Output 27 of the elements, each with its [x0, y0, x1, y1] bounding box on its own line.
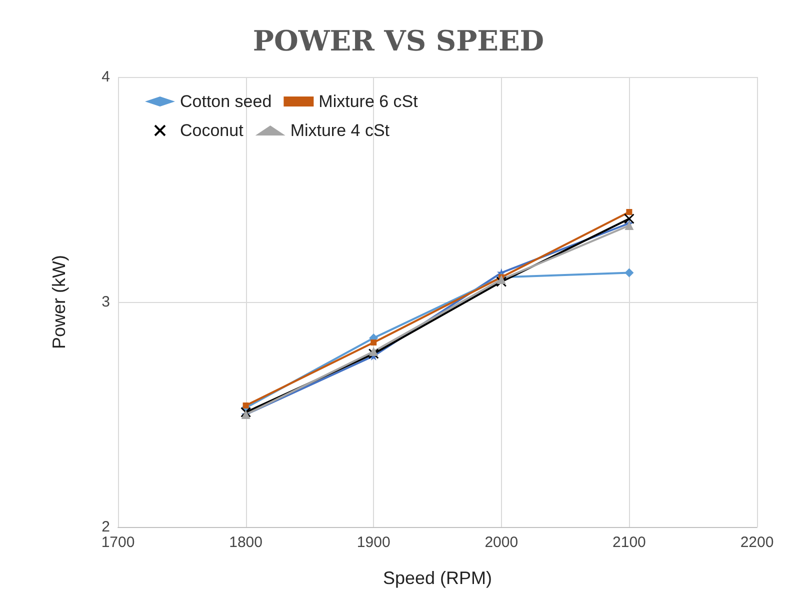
y-tick-label: 3 [102, 294, 110, 310]
point [240, 407, 252, 418]
point [368, 348, 379, 359]
point [496, 275, 506, 284]
y-tick-label: 4 [102, 68, 110, 86]
point [242, 402, 249, 408]
point [624, 268, 634, 278]
chart-title: POWER VS SPEED [252, 24, 544, 58]
point [496, 276, 507, 287]
y-axis-title: Power (kW) [49, 255, 69, 349]
legend-label: Mixture 4 cSt [290, 121, 390, 140]
x-tick-label: 1800 [229, 534, 262, 551]
y-tick-label: 2 [102, 518, 110, 536]
legend-label: Mixture 6 cSt [318, 92, 418, 111]
x-tick-label: 1900 [356, 534, 390, 551]
legend-label: Coconut [180, 121, 244, 140]
x-axis-title: Speed (RPM) [382, 568, 492, 588]
point [624, 214, 634, 224]
x-tick-label: 2000 [484, 534, 518, 551]
point [626, 209, 632, 215]
point [370, 340, 377, 346]
legend-label: Cotton seed [180, 92, 272, 111]
x-tick-label: 1700 [101, 534, 135, 551]
point [369, 347, 378, 356]
x-tick-label: 2100 [612, 534, 646, 551]
x-tick-label: 2200 [740, 534, 774, 551]
point [624, 221, 634, 230]
